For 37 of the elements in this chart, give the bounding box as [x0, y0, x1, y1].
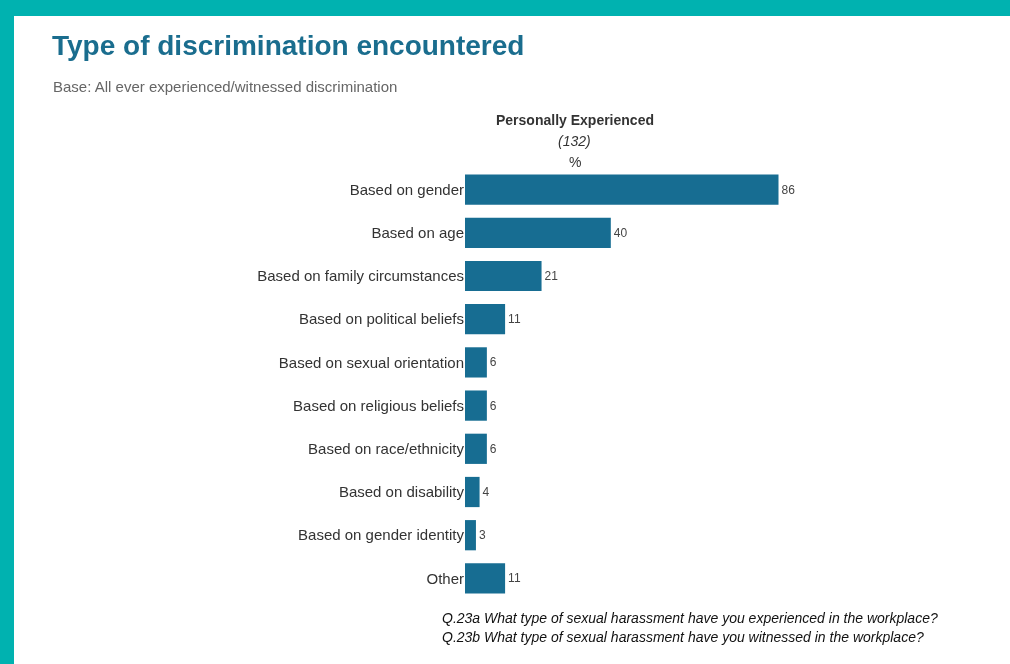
data-label: 6	[489, 398, 497, 413]
data-label: 40	[613, 225, 628, 240]
bar	[465, 347, 487, 378]
data-label: 6	[489, 355, 497, 370]
bar	[465, 433, 487, 464]
data-label: 3	[478, 528, 486, 543]
bar	[465, 260, 542, 292]
bar	[465, 174, 779, 205]
y-tick-label: Based on age	[371, 224, 464, 242]
y-tick-label: Based on race/ethnicity	[308, 440, 465, 458]
y-tick-label: Based on religious beliefs	[293, 396, 464, 414]
data-label: 6	[489, 441, 497, 456]
bar	[465, 304, 506, 335]
data-label: 21	[544, 269, 559, 283]
bar	[465, 520, 476, 551]
bar	[465, 390, 487, 421]
text: (132)	[558, 133, 591, 149]
bar	[465, 476, 480, 508]
text: Personally Experienced	[496, 112, 654, 128]
data-label: 4	[482, 485, 490, 499]
text: Q.23b What type of sexual harassment have you witnessed in the workplace?	[442, 629, 924, 645]
y-tick-label: Based on political beliefs	[298, 310, 464, 328]
y-tick-label: Based on family circumstances	[257, 267, 464, 285]
y-tick-label: Based on disability	[338, 483, 465, 501]
y-tick-label: Based on gender	[349, 180, 464, 198]
bar	[465, 217, 611, 248]
annotation: %	[569, 154, 582, 170]
y-tick-label: Based on gender identity	[298, 526, 465, 544]
y-tick-label: Based on sexual orientation	[278, 353, 464, 371]
text: Base: All ever experienced/witnessed discrimination	[53, 78, 398, 95]
data-label: 86	[781, 182, 796, 197]
y-tick-label: Other	[426, 569, 464, 587]
text: Q.23a What type of sexual harassment have you experienced in the workplace?	[442, 610, 938, 626]
bar	[465, 563, 506, 594]
chart-title: Type of discrimination encountered	[52, 30, 525, 62]
data-label: 11	[508, 312, 521, 327]
data-label: 11	[508, 571, 521, 586]
